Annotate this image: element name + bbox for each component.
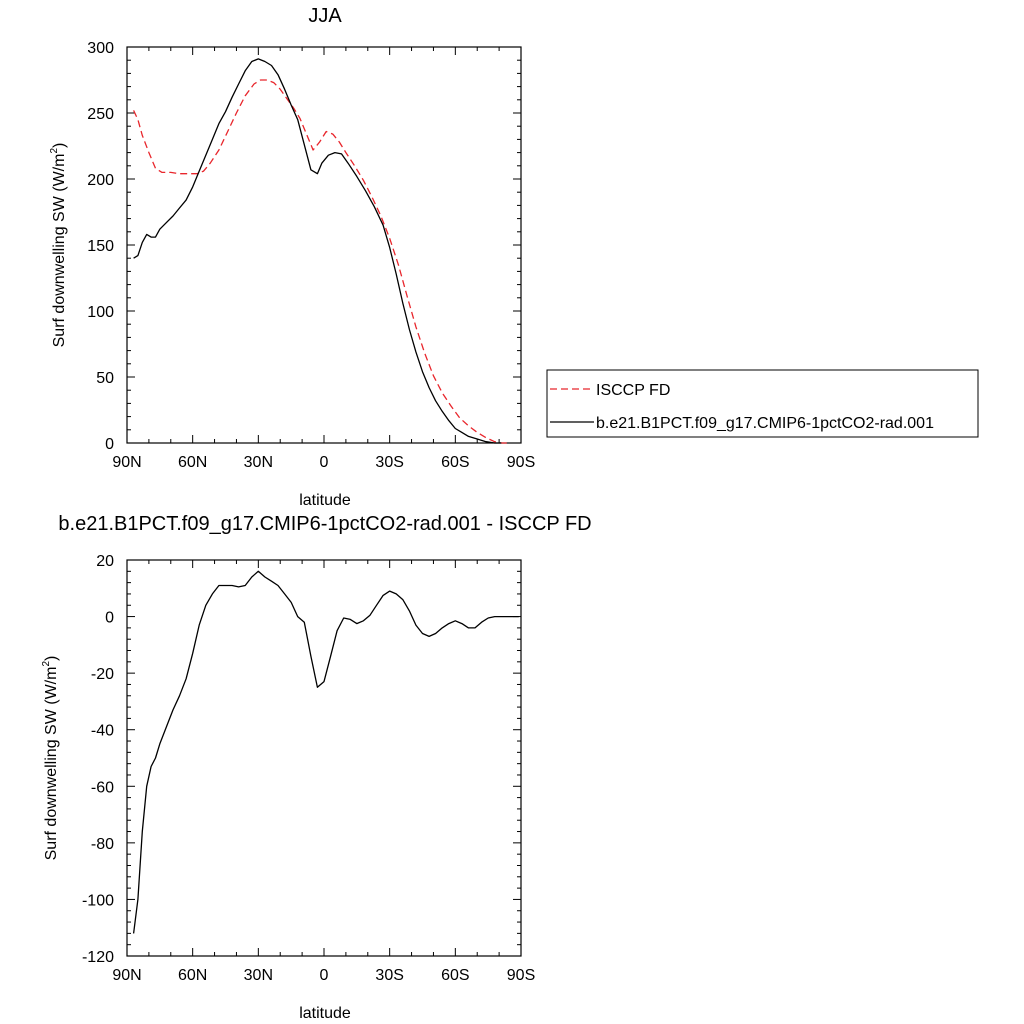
top-chart-panel: JJA 90N 60N 30N 0 30S 60S 90S 0 50 100 150 200 250 30… [49,5,535,509]
legend-label-model: b.e21.B1PCT.f09_g17.CMIP6-1pctCO2-rad.00… [596,415,934,432]
legend-label-isccp: ISCCP FD [596,382,670,399]
bottom-y-axis-title: Surf downwelling SW (W/m2) [41,656,60,861]
series-line-difference [132,570,519,934]
y-tick-label: 150 [87,238,114,255]
top-plot-frame [126,46,522,444]
y-tick-label: -20 [91,666,114,683]
y-tick-label: -60 [91,779,114,796]
x-tick-label: 30N [244,454,273,471]
y-tick-label: 250 [87,106,114,123]
x-tick-label: 60S [441,454,469,471]
x-tick-label: 30S [375,967,403,984]
x-tick-label: 90S [507,454,535,471]
bottom-chart-panel: b.e21.B1PCT.f09_g17.CMIP6-1pctCO2-rad.00… [41,513,592,1022]
top-series-lines [133,58,511,444]
y-tick-label: -120 [82,949,114,966]
y-tick-label: -80 [91,836,114,853]
x-tick-label: 90N [112,967,141,984]
top-y-axis-title: Surf downwelling SW (W/m2) [49,143,68,348]
x-tick-label: 30N [244,967,273,984]
x-tick-label: 90S [507,967,535,984]
x-tick-label: 30S [375,454,403,471]
bottom-plot-frame [126,559,522,957]
x-tick-label: 60N [178,967,207,984]
legend: ISCCP FD b.e21.B1PCT.f09_g17.CMIP6-1pctC… [546,369,979,438]
y-tick-label: 20 [96,553,114,570]
x-tick-label: 0 [320,967,329,984]
x-tick-label: 90N [112,454,141,471]
x-tick-label: 60S [441,967,469,984]
top-x-axis-title: latitude [299,492,351,509]
x-tick-label: 60N [178,454,207,471]
y-tick-label: -40 [91,723,114,740]
legend-box [546,369,979,438]
bottom-chart-title: b.e21.B1PCT.f09_g17.CMIP6-1pctCO2-rad.00… [58,513,591,535]
series-line-model [133,58,502,444]
x-tick-label: 0 [320,454,329,471]
bottom-axis-ticks: 90N 60N 30N 0 30S 60S 90S -120 -100 -80 -60 -40 -20 0… [82,553,535,984]
bottom-series-lines [132,570,519,934]
top-axis-ticks: 90N 60N 30N 0 30S 60S 90S 0 50 100 150 200 250 300 [87,40,535,471]
y-tick-label: 0 [105,436,114,453]
y-tick-label: 0 [105,610,114,627]
y-tick-label: 300 [87,40,114,57]
series-line-isccp [133,79,511,444]
y-tick-label: 100 [87,304,114,321]
y-tick-label: -100 [82,892,114,909]
y-tick-label: 50 [96,370,114,387]
top-chart-title: JJA [308,5,342,27]
y-tick-label: 200 [87,172,114,189]
bottom-x-axis-title: latitude [299,1005,351,1022]
